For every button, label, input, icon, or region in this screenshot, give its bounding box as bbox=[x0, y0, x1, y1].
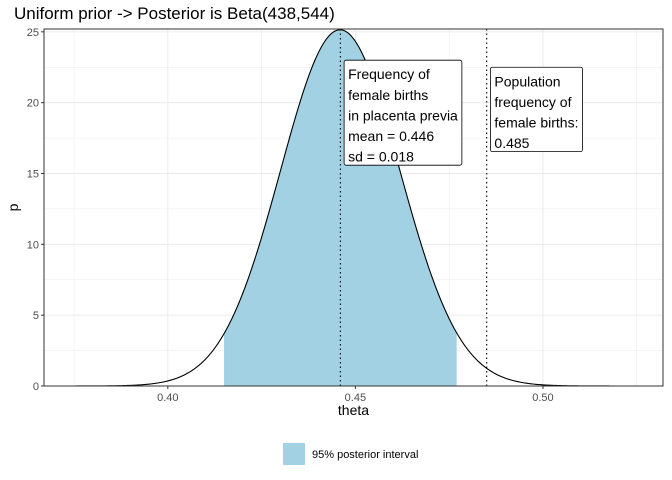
legend-key-swatch bbox=[283, 443, 305, 465]
y-tick-label: 5 bbox=[33, 310, 39, 322]
y-axis-label: p bbox=[5, 203, 21, 211]
y-axis-ticks: 0 5 10 15 20 25 bbox=[27, 27, 44, 393]
curve-layer bbox=[74, 29, 637, 387]
annotation-box bbox=[343, 59, 463, 166]
y-tick-label: 20 bbox=[27, 98, 39, 110]
x-axis-ticks: 0.40 0.45 0.50 bbox=[157, 386, 554, 404]
shaded-area-layer bbox=[224, 29, 457, 386]
annotation-line: Frequency of bbox=[348, 66, 430, 82]
y-tick-label: 0 bbox=[33, 381, 39, 393]
annotation-line: female births: bbox=[494, 114, 578, 130]
x-tick-label: 0.50 bbox=[532, 392, 553, 404]
annotation-line: mean = 0.446 bbox=[348, 128, 434, 144]
annotation-line: sd = 0.018 bbox=[348, 149, 414, 165]
annotation-line: in placenta previa bbox=[348, 107, 458, 123]
annotation-line: frequency of bbox=[494, 94, 571, 110]
annotation-line: female births bbox=[348, 87, 428, 103]
annotation-box bbox=[490, 66, 583, 153]
density-curve bbox=[74, 29, 637, 387]
y-tick-label: 25 bbox=[27, 27, 39, 39]
y-tick-label: 15 bbox=[27, 169, 39, 181]
legend-label: 95% posterior interval bbox=[312, 449, 418, 461]
annotation-line: 0.485 bbox=[494, 135, 529, 151]
panel-border bbox=[43, 28, 664, 387]
annotation-label: Population frequency of female births: 0.48… bbox=[490, 66, 583, 153]
annotation-layer: Frequency of female births in placenta pre… bbox=[343, 59, 583, 166]
y-tick-label: 10 bbox=[27, 239, 39, 251]
vline-layer bbox=[339, 29, 488, 386]
annotation-label: Frequency of female births in placenta pre… bbox=[343, 59, 463, 166]
x-axis-label: theta bbox=[338, 402, 369, 418]
legend: 95% posterior interval bbox=[283, 443, 418, 465]
chart-title: Uniform prior -> Posterior is Beta(438,5… bbox=[14, 4, 335, 23]
x-tick-label: 0.40 bbox=[157, 392, 178, 404]
posterior-interval-area bbox=[224, 29, 457, 386]
x-tick-label: 0.45 bbox=[345, 392, 366, 404]
annotation-line: Population bbox=[494, 73, 560, 89]
